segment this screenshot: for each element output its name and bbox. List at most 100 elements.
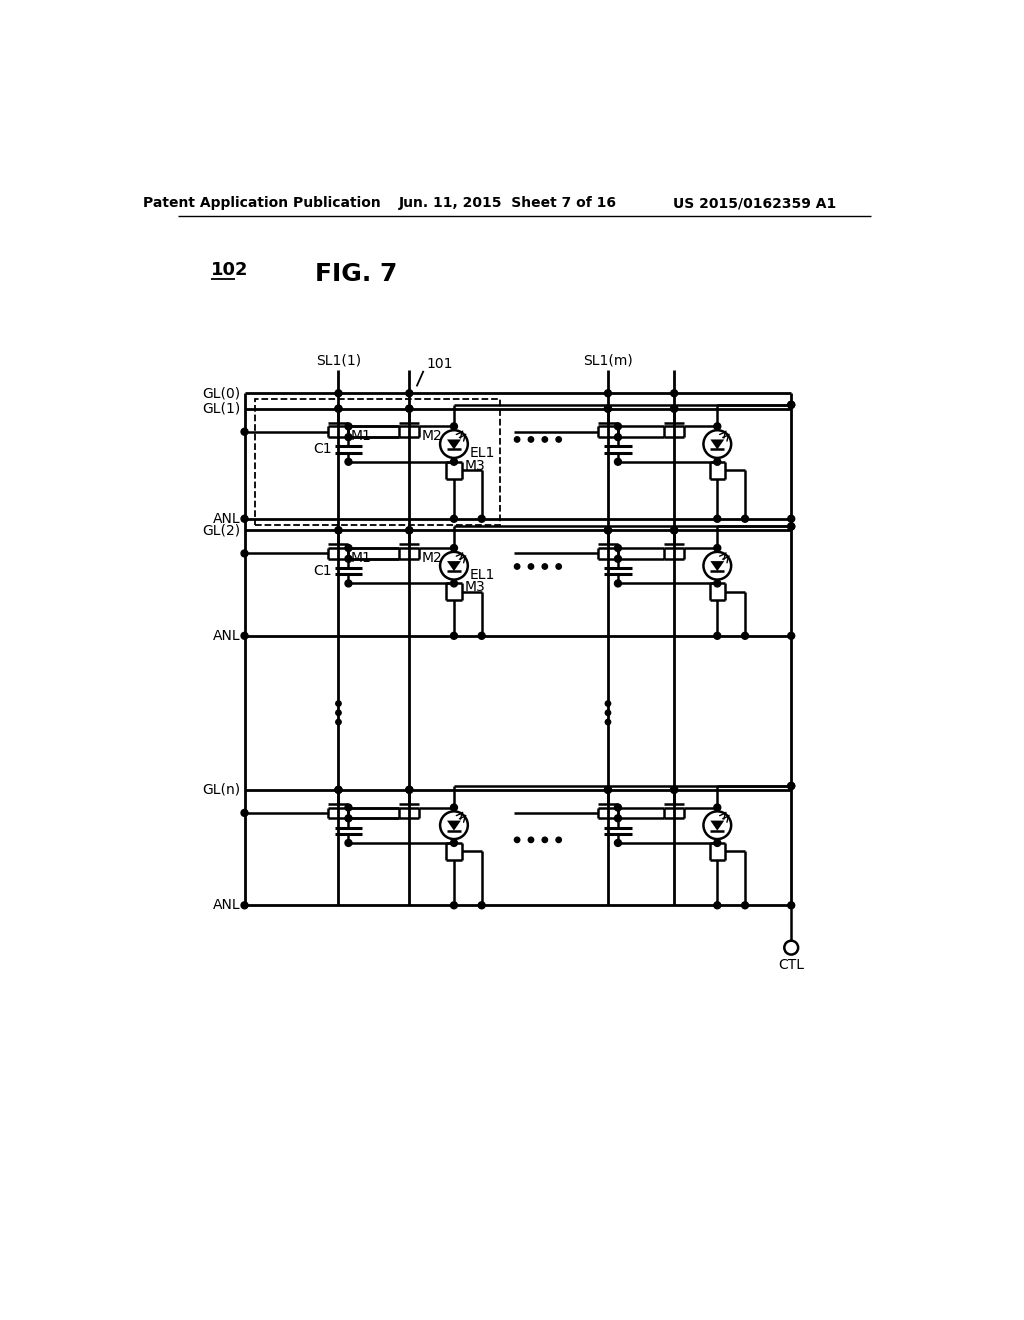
- Text: M3: M3: [465, 458, 485, 473]
- Circle shape: [787, 401, 795, 408]
- Polygon shape: [711, 821, 724, 830]
- Circle shape: [336, 701, 341, 706]
- Circle shape: [528, 564, 534, 569]
- Circle shape: [478, 515, 485, 523]
- Circle shape: [345, 556, 352, 562]
- Circle shape: [714, 902, 721, 908]
- Circle shape: [345, 458, 352, 465]
- Circle shape: [787, 523, 795, 529]
- Polygon shape: [711, 561, 724, 572]
- Circle shape: [604, 405, 611, 412]
- Circle shape: [614, 804, 622, 810]
- Circle shape: [241, 809, 248, 816]
- Circle shape: [345, 579, 352, 587]
- Text: 102: 102: [211, 261, 249, 279]
- Circle shape: [714, 632, 721, 639]
- Circle shape: [604, 787, 611, 793]
- Circle shape: [787, 783, 795, 789]
- Circle shape: [451, 840, 458, 846]
- Circle shape: [335, 527, 342, 533]
- Circle shape: [604, 527, 611, 533]
- Text: EL1: EL1: [469, 446, 495, 461]
- Circle shape: [406, 787, 413, 793]
- Circle shape: [714, 422, 721, 430]
- Circle shape: [614, 814, 622, 822]
- Circle shape: [451, 632, 458, 639]
- Circle shape: [714, 515, 721, 523]
- Circle shape: [671, 527, 678, 533]
- Circle shape: [787, 902, 795, 908]
- Circle shape: [556, 837, 561, 842]
- Text: CTL: CTL: [778, 957, 804, 972]
- Circle shape: [335, 405, 342, 412]
- Circle shape: [556, 437, 561, 442]
- Circle shape: [614, 434, 622, 441]
- Text: M1: M1: [351, 550, 372, 565]
- Circle shape: [335, 787, 342, 793]
- Circle shape: [604, 787, 611, 793]
- Circle shape: [335, 405, 342, 412]
- Circle shape: [714, 804, 721, 810]
- Circle shape: [787, 515, 795, 523]
- Circle shape: [614, 458, 622, 465]
- Circle shape: [741, 632, 749, 639]
- Text: Jun. 11, 2015  Sheet 7 of 16: Jun. 11, 2015 Sheet 7 of 16: [399, 197, 616, 210]
- Circle shape: [451, 458, 458, 465]
- Circle shape: [406, 787, 413, 793]
- Circle shape: [671, 527, 678, 533]
- Circle shape: [345, 434, 352, 441]
- Text: EL1: EL1: [469, 568, 495, 582]
- Circle shape: [451, 902, 458, 908]
- Text: GL(n): GL(n): [203, 783, 241, 797]
- Circle shape: [714, 840, 721, 846]
- Circle shape: [614, 556, 622, 562]
- Circle shape: [345, 840, 352, 846]
- Circle shape: [241, 515, 248, 523]
- Text: SL1(m): SL1(m): [583, 354, 633, 368]
- Polygon shape: [447, 821, 461, 830]
- Circle shape: [604, 405, 611, 412]
- Circle shape: [514, 837, 520, 842]
- Circle shape: [528, 837, 534, 842]
- Circle shape: [787, 401, 795, 408]
- Text: M1: M1: [351, 429, 372, 444]
- Circle shape: [345, 422, 352, 430]
- Circle shape: [406, 389, 413, 397]
- Circle shape: [741, 515, 749, 523]
- Circle shape: [241, 550, 248, 557]
- Circle shape: [406, 527, 413, 533]
- Circle shape: [241, 632, 248, 639]
- Circle shape: [741, 902, 749, 908]
- Circle shape: [335, 527, 342, 533]
- Text: ANL: ANL: [213, 512, 241, 525]
- Circle shape: [671, 405, 678, 412]
- Text: M2: M2: [422, 429, 442, 444]
- Circle shape: [478, 632, 485, 639]
- Circle shape: [451, 515, 458, 523]
- Circle shape: [345, 545, 352, 552]
- Text: SL1(1): SL1(1): [315, 354, 361, 368]
- Circle shape: [787, 783, 795, 789]
- Circle shape: [406, 405, 413, 412]
- Circle shape: [714, 458, 721, 465]
- Circle shape: [714, 579, 721, 587]
- Text: ANL: ANL: [213, 899, 241, 912]
- Circle shape: [345, 814, 352, 822]
- Text: GL(0): GL(0): [203, 387, 241, 400]
- Text: M2: M2: [422, 550, 442, 565]
- Text: GL(1): GL(1): [203, 401, 241, 416]
- Circle shape: [542, 564, 548, 569]
- Circle shape: [614, 545, 622, 552]
- Circle shape: [451, 422, 458, 430]
- Polygon shape: [447, 561, 461, 572]
- Circle shape: [605, 710, 610, 715]
- Circle shape: [614, 579, 622, 587]
- Circle shape: [241, 902, 248, 908]
- Circle shape: [406, 405, 413, 412]
- Circle shape: [671, 389, 678, 397]
- Circle shape: [514, 564, 520, 569]
- Circle shape: [787, 523, 795, 529]
- Circle shape: [336, 719, 341, 725]
- Circle shape: [406, 527, 413, 533]
- Circle shape: [605, 701, 610, 706]
